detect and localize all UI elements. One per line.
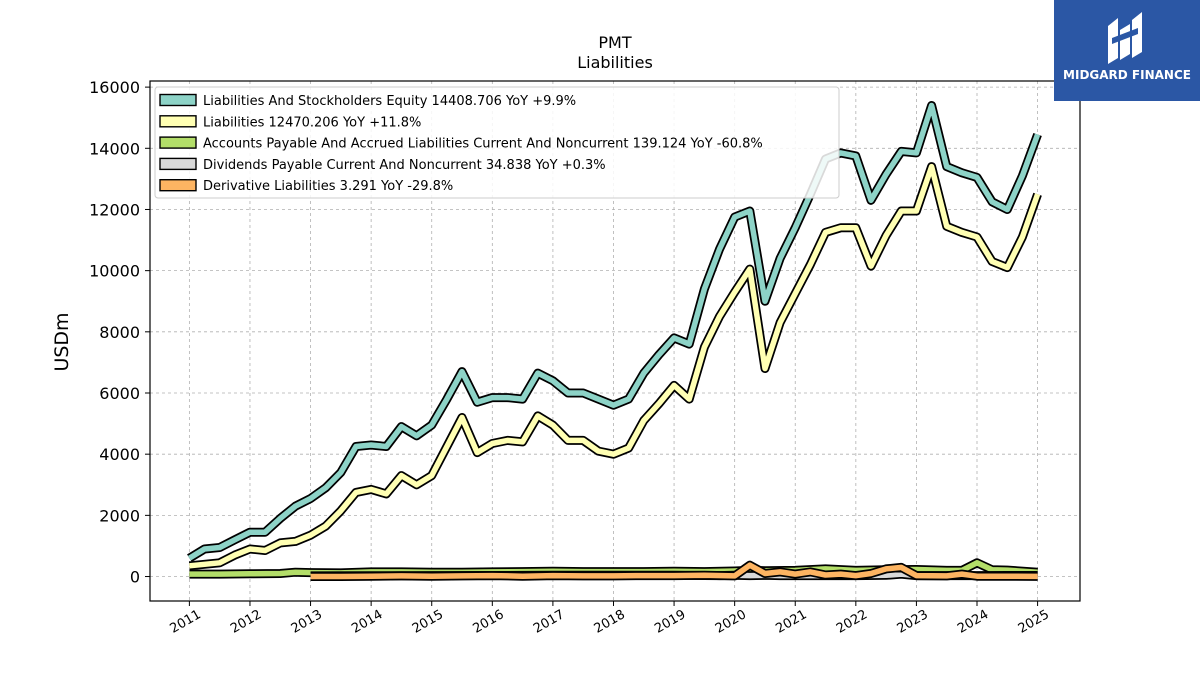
legend-box bbox=[154, 86, 840, 199]
legend-swatch-3 bbox=[159, 157, 197, 171]
y-tick-label: 6000 bbox=[99, 384, 140, 403]
x-tick-label: 2024 bbox=[955, 607, 991, 637]
y-axis-label: USDm bbox=[51, 312, 73, 371]
series-line-1 bbox=[189, 163, 1041, 569]
legend-label-0: Liabilities And Stockholders Equity 1440… bbox=[203, 94, 576, 109]
x-tick-label: 2013 bbox=[289, 607, 325, 637]
legend-swatch-1 bbox=[159, 115, 197, 128]
legend-swatch-4 bbox=[159, 178, 197, 192]
logo-mark-icon bbox=[1108, 12, 1142, 64]
series-layer bbox=[187, 101, 1042, 581]
x-tick-label: 2020 bbox=[713, 607, 749, 637]
x-tick-label: 2018 bbox=[592, 607, 628, 637]
x-tick-label: 2012 bbox=[228, 607, 264, 637]
plot-frame bbox=[149, 80, 1081, 602]
x-tick-label: 2023 bbox=[895, 607, 931, 637]
x-tick-label: 2015 bbox=[410, 607, 446, 637]
x-tick-label: 2021 bbox=[773, 607, 809, 637]
x-tick-label: 2022 bbox=[834, 607, 870, 637]
y-tick-label: 4000 bbox=[99, 445, 140, 464]
chart-title: PMT bbox=[598, 33, 631, 52]
x-tick-label: 2011 bbox=[168, 607, 204, 637]
y-tick-label: 16000 bbox=[89, 78, 140, 97]
midgard-finance-logo: MIDGARD FINANCE bbox=[1054, 0, 1200, 101]
y-tick-label: 14000 bbox=[89, 139, 140, 158]
x-tick-label: 2016 bbox=[470, 607, 506, 637]
legend: Liabilities And Stockholders Equity 1440… bbox=[154, 86, 840, 199]
x-tick-label: 2025 bbox=[1016, 607, 1052, 637]
legend-label-2: Accounts Payable And Accrued Liabilities… bbox=[203, 137, 763, 152]
series-line-0 bbox=[187, 102, 1041, 561]
legend-label-4: Derivative Liabilities 3.291 YoY -29.8% bbox=[203, 179, 453, 194]
legend-swatch-0 bbox=[159, 93, 197, 107]
legend-label-1: Liabilities 12470.206 YoY +11.8% bbox=[203, 115, 421, 130]
y-tick-label: 10000 bbox=[89, 262, 140, 281]
y-tick-label: 12000 bbox=[89, 200, 140, 219]
x-tick-label: 2014 bbox=[349, 607, 385, 637]
logo-text: MIDGARD FINANCE bbox=[1063, 68, 1191, 82]
y-axis-ticks: 0 2000 4000 6000 8000 10000 12000 14000 16000 bbox=[89, 78, 150, 587]
x-tick-label: 2017 bbox=[531, 607, 567, 637]
legend-label-3: Dividends Payable Current And Noncurrent… bbox=[203, 158, 606, 173]
x-tick-label: 2019 bbox=[652, 607, 688, 637]
chart-subtitle: Liabilities bbox=[577, 53, 653, 72]
y-tick-label: 2000 bbox=[99, 506, 140, 525]
series-line-4 bbox=[310, 562, 1038, 580]
y-tick-label: 8000 bbox=[99, 323, 140, 342]
x-axis-ticks: 2011 2012 2013 2014 2015 2016 2017 2018 2019 2020… bbox=[168, 601, 1052, 637]
legend-swatch-2 bbox=[159, 136, 197, 149]
y-tick-label: 0 bbox=[130, 568, 140, 587]
